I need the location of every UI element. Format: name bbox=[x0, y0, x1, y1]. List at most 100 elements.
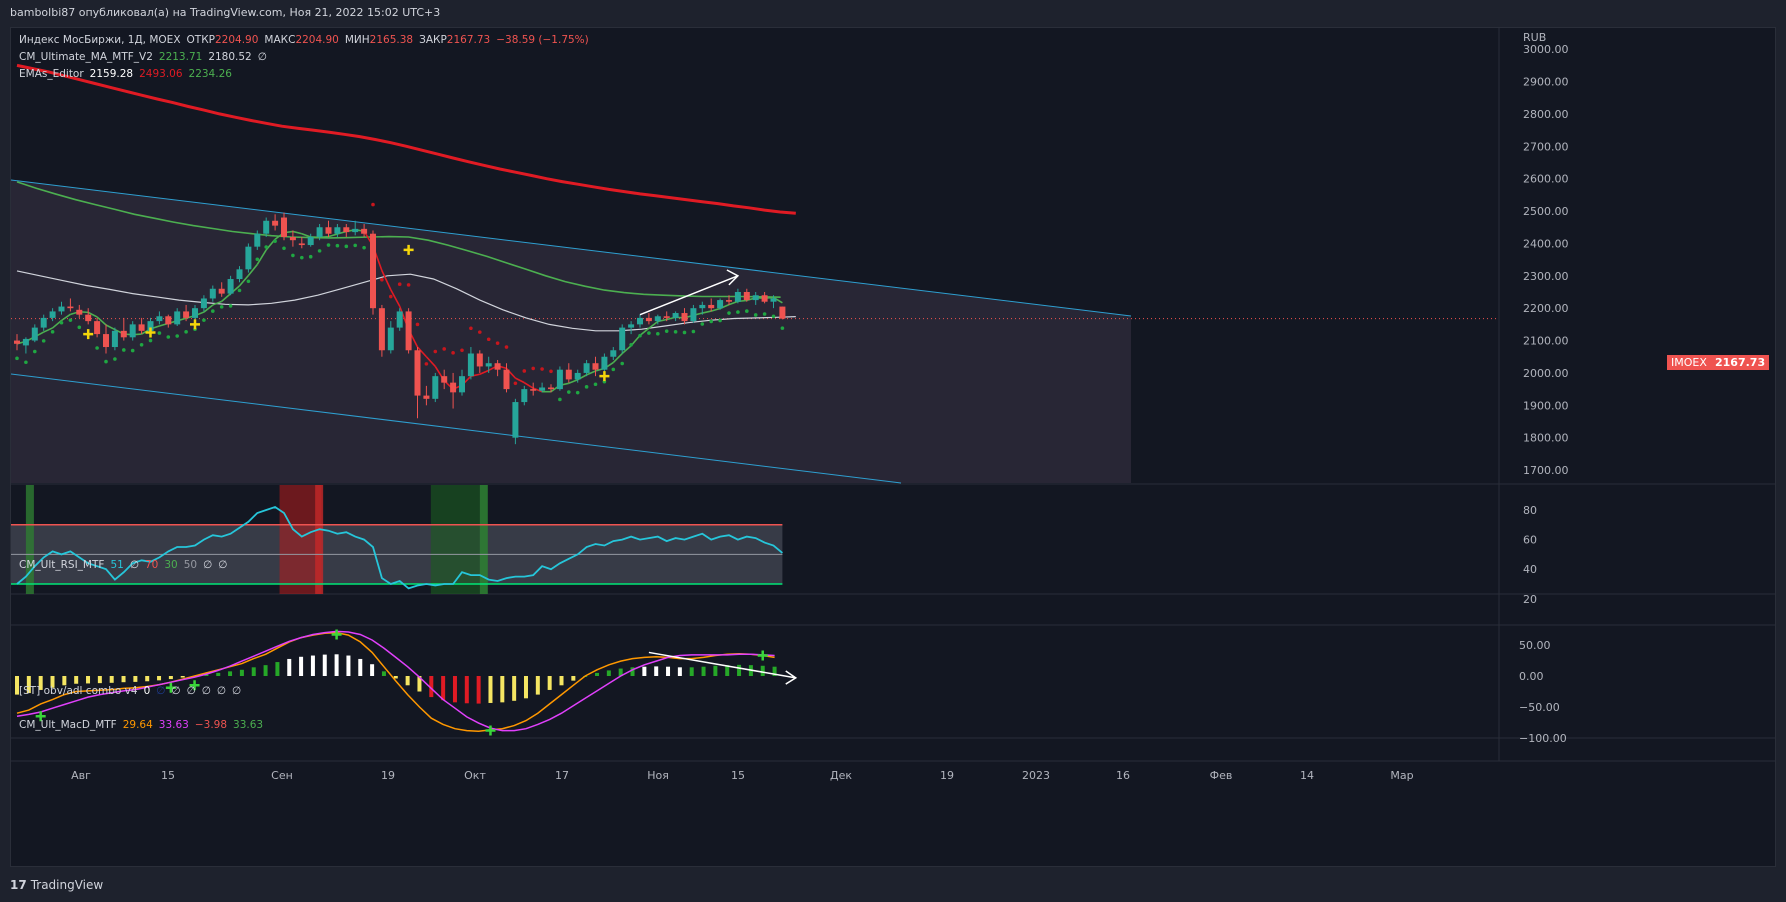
macd-histogram-bar bbox=[405, 676, 410, 686]
psar-dot bbox=[424, 362, 429, 366]
fast-ma-segment bbox=[648, 320, 659, 329]
fast-ma-segment bbox=[621, 345, 632, 355]
psar-dot bbox=[148, 338, 153, 343]
price-tick-label: 2300.00 bbox=[1523, 270, 1569, 283]
macd-histogram-bar bbox=[500, 676, 505, 703]
psar-dot bbox=[362, 245, 366, 250]
ema-indicator-legend: EMAs_Editor 2159.28 2493.06 2234.26 bbox=[19, 68, 238, 80]
candle-body bbox=[192, 308, 198, 318]
time-tick-label: 15 bbox=[731, 769, 745, 782]
candle-body bbox=[512, 402, 519, 438]
psar-dot bbox=[380, 277, 384, 282]
time-tick-label: 2023 bbox=[1022, 769, 1050, 782]
open-value: 2204.90 bbox=[214, 34, 259, 46]
rsi-indicator-name[interactable]: CM_Ult_RSI_MTF bbox=[19, 559, 105, 571]
macd-histogram-bar bbox=[677, 667, 682, 676]
macd-histogram-bar bbox=[239, 669, 244, 676]
rsi-line bbox=[16, 506, 783, 590]
psar-dot bbox=[415, 322, 420, 327]
candle-body bbox=[637, 317, 643, 325]
macd-trend-arrow bbox=[648, 651, 798, 685]
macd-histogram-bar bbox=[452, 676, 457, 703]
macd-histogram-bar bbox=[393, 676, 398, 679]
psar-dot bbox=[682, 330, 687, 335]
candle-body bbox=[459, 376, 465, 393]
candle-body bbox=[209, 288, 216, 299]
symbol-tag-label: IMOEX bbox=[1667, 355, 1711, 370]
open-label: ОТКР bbox=[186, 34, 215, 46]
psar-dot bbox=[50, 330, 55, 334]
candle-body bbox=[183, 311, 190, 318]
candle-body bbox=[49, 311, 56, 318]
rsi-tick-label: 60 bbox=[1523, 534, 1537, 547]
psar-dot bbox=[77, 325, 82, 330]
candle-body bbox=[174, 311, 181, 325]
symbol-name[interactable]: Индекс МосБиржи, 1Д, MOEX bbox=[19, 34, 181, 46]
candle-body bbox=[31, 327, 38, 341]
psar-dot bbox=[130, 348, 135, 353]
tradingview-logo-icon[interactable]: 17 bbox=[10, 878, 27, 892]
candle-body bbox=[619, 327, 626, 351]
candle-body bbox=[138, 324, 145, 331]
ema-value-3: 2234.26 bbox=[188, 68, 232, 80]
candle-body bbox=[165, 316, 172, 325]
macd-histogram-bar bbox=[62, 676, 67, 686]
macd-tick-label: 0.00 bbox=[1519, 670, 1544, 683]
candle-body bbox=[14, 340, 20, 344]
macd-histogram-bar bbox=[109, 676, 114, 683]
psar-dot bbox=[673, 330, 678, 334]
macd-histogram-bar bbox=[287, 658, 292, 676]
candle-body bbox=[396, 311, 403, 328]
psar-dot bbox=[567, 390, 571, 394]
oversold-zone bbox=[479, 485, 488, 594]
psar-dot bbox=[308, 254, 313, 259]
candle-body bbox=[272, 220, 279, 226]
candle-body bbox=[85, 314, 92, 322]
close-value: 2167.73 bbox=[446, 34, 491, 46]
candle-body bbox=[503, 369, 510, 390]
macd-v1: 29.64 bbox=[122, 719, 153, 731]
fast-ma-segment bbox=[710, 307, 721, 312]
fast-ma-segment bbox=[203, 304, 214, 313]
macd-histogram-bar bbox=[535, 676, 540, 695]
chart-frame[interactable]: 3000.00 2900.00 2800.00 2700.00 2600.00 2500.… bbox=[10, 27, 1776, 867]
candle-body bbox=[441, 376, 448, 383]
macd-histogram-bar bbox=[145, 676, 150, 682]
fast-ma-segment bbox=[328, 233, 338, 238]
fast-ma-segment bbox=[586, 370, 596, 376]
obv-indicator-name[interactable]: [ST] obv/adl combo v4 bbox=[19, 685, 138, 697]
channel-top-line bbox=[11, 179, 1132, 317]
candle-body bbox=[476, 353, 483, 367]
candle-body bbox=[645, 317, 652, 322]
macd-histogram-bar bbox=[737, 664, 742, 676]
ema-indicator-name[interactable]: EMAs_Editor bbox=[19, 68, 84, 80]
fast-ma-segment bbox=[96, 316, 107, 326]
candle-body bbox=[628, 324, 635, 328]
psar-dot bbox=[104, 359, 108, 364]
price-tick-label: 2500.00 bbox=[1523, 205, 1569, 218]
time-tick-label: Дек bbox=[830, 769, 852, 782]
psar-dot bbox=[211, 309, 215, 313]
psar-dot bbox=[344, 244, 349, 249]
rsi-overbought: 70 bbox=[144, 559, 159, 571]
rsi-tick-label: 40 bbox=[1523, 563, 1537, 576]
ma-indicator-name[interactable]: CM_Ultimate_MA_MTF_V2 bbox=[19, 51, 153, 63]
psar-dot bbox=[68, 318, 73, 322]
psar-dot bbox=[255, 257, 260, 262]
macd-histogram-bar bbox=[547, 676, 552, 690]
candle-body bbox=[592, 363, 599, 370]
fast-ma-segment bbox=[256, 249, 267, 265]
candle-body bbox=[601, 356, 608, 370]
rsi-value: 51 bbox=[110, 559, 124, 571]
psar-dot bbox=[753, 313, 758, 317]
psar-dot bbox=[656, 331, 660, 336]
psar-dot bbox=[41, 339, 46, 343]
macd-indicator-name[interactable]: CM_Ult_MacD_MTF bbox=[19, 719, 117, 731]
candle-body bbox=[548, 387, 554, 390]
candle-body bbox=[103, 334, 109, 348]
chart-canvas[interactable]: 3000.002900.002800.002700.002600.002500.… bbox=[11, 28, 1775, 866]
candle-body bbox=[378, 308, 385, 351]
macd-histogram-bar bbox=[512, 676, 517, 701]
psar-dot bbox=[95, 346, 99, 350]
brand-name[interactable]: TradingView bbox=[30, 878, 104, 892]
